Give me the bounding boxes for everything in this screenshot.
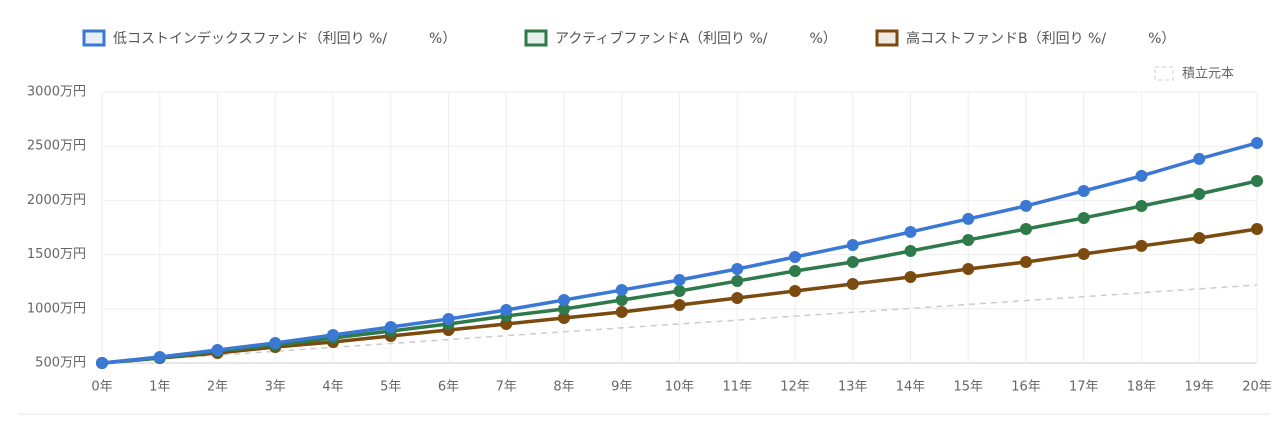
point (846, 277, 859, 290)
point (1077, 184, 1090, 197)
point (673, 273, 686, 286)
point (1193, 188, 1206, 201)
point (673, 285, 686, 298)
point (962, 263, 975, 276)
x-tick-label: 12年 (780, 380, 810, 395)
point (673, 299, 686, 312)
x-tick-label: 18年 (1127, 380, 1157, 395)
y-tick-label: 500万円 (35, 356, 86, 371)
x-tick-label: 5年 (380, 380, 401, 395)
x-tick-label: 11年 (722, 380, 752, 395)
x-tick-label: 16年 (1011, 380, 1041, 395)
point (846, 238, 859, 251)
point (327, 329, 339, 342)
point (904, 271, 917, 284)
point (904, 225, 917, 238)
legend-swatch (1154, 66, 1174, 81)
point (846, 255, 859, 268)
point (1020, 199, 1032, 212)
x-tick-label: 13年 (838, 380, 868, 395)
x-tick-label: 14年 (896, 380, 926, 395)
legend-swatch (524, 29, 548, 47)
legend-swatch (82, 29, 106, 47)
point (1193, 232, 1206, 245)
point (789, 264, 801, 277)
x-tick-label: 8年 (553, 380, 574, 395)
y-tick-label: 2500万円 (27, 139, 86, 154)
point (384, 321, 397, 334)
x-tick-label: 9年 (611, 380, 632, 395)
point (1251, 223, 1263, 236)
y-tick-label: 2000万円 (27, 193, 86, 208)
point (615, 294, 628, 307)
point (1077, 247, 1090, 260)
point (558, 312, 570, 325)
point (1193, 152, 1206, 165)
point (558, 294, 570, 307)
x-tick-label: 3年 (265, 380, 286, 395)
point (962, 212, 975, 225)
point (1020, 255, 1032, 268)
x-tick-label: 2年 (207, 380, 228, 395)
point (731, 291, 744, 304)
point (904, 245, 917, 258)
legend-label: 積立元本 (1182, 67, 1234, 82)
point (153, 351, 166, 364)
y-tick-label: 1000万円 (27, 301, 86, 316)
point (1020, 223, 1032, 236)
legend-swatch (875, 29, 899, 47)
x-tick-label: 17年 (1069, 380, 1099, 395)
point (1135, 169, 1148, 182)
y-tick-label: 1500万円 (27, 247, 86, 262)
x-tick-label: 19年 (1184, 380, 1214, 395)
x-tick-label: 15年 (953, 380, 983, 395)
point (789, 285, 801, 298)
point (1135, 200, 1148, 213)
point (615, 306, 628, 319)
point (96, 357, 108, 369)
point (1251, 174, 1263, 187)
y-tick-label: 3000万円 (27, 85, 86, 100)
x-tick-label: 1年 (149, 380, 170, 395)
point (615, 284, 628, 297)
point (731, 275, 744, 288)
x-tick-label: 6年 (438, 380, 459, 395)
point (962, 233, 975, 246)
point (1251, 136, 1263, 149)
x-tick-label: 7年 (496, 380, 517, 395)
point (789, 250, 801, 263)
point (558, 303, 570, 316)
legend-label: 高コストファンドB（利回り %/ %） (906, 30, 1175, 47)
point (442, 312, 455, 325)
legend-label: 低コストインデックスファンド（利回り %/ %） (113, 30, 456, 47)
point (1135, 239, 1148, 252)
x-tick-label: 4年 (322, 380, 343, 395)
point (211, 343, 224, 356)
legend-label: アクティブファンドA（利回り %/ %） (555, 30, 837, 47)
x-tick-label: 20年 (1242, 380, 1272, 395)
x-tick-label: 0年 (91, 380, 112, 395)
point (269, 336, 282, 349)
line (101, 284, 1258, 364)
point (731, 263, 744, 276)
point (1077, 211, 1090, 224)
point (500, 303, 513, 316)
x-tick-label: 10年 (665, 380, 695, 395)
